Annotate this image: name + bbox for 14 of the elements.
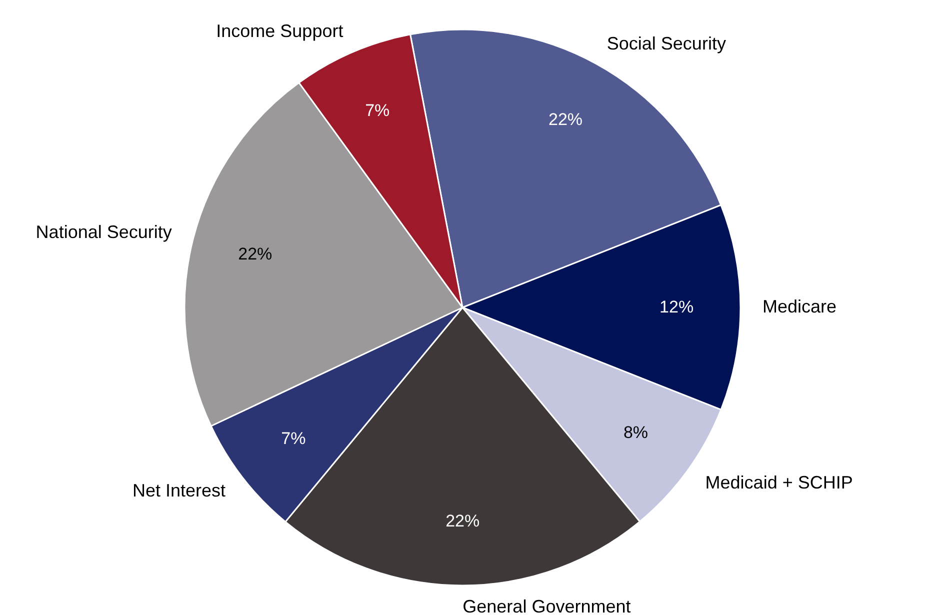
data-label: 7% [365,101,390,120]
slice-label: General Government [462,596,631,615]
slice-label: Income Support [216,21,344,42]
slice-label: Social Security [606,34,726,54]
data-label: 7% [281,428,306,448]
data-label: 12% [660,297,694,316]
data-label: 8% [623,423,648,442]
slice-label: Medicare [762,296,837,316]
slice-label: National Security [36,222,172,242]
data-label: 22% [238,244,272,264]
data-label: 22% [548,110,583,129]
slice-label: Medicaid + SCHIP [705,472,853,493]
data-label: 22% [446,512,480,531]
slice-label: Net Interest [132,480,226,500]
